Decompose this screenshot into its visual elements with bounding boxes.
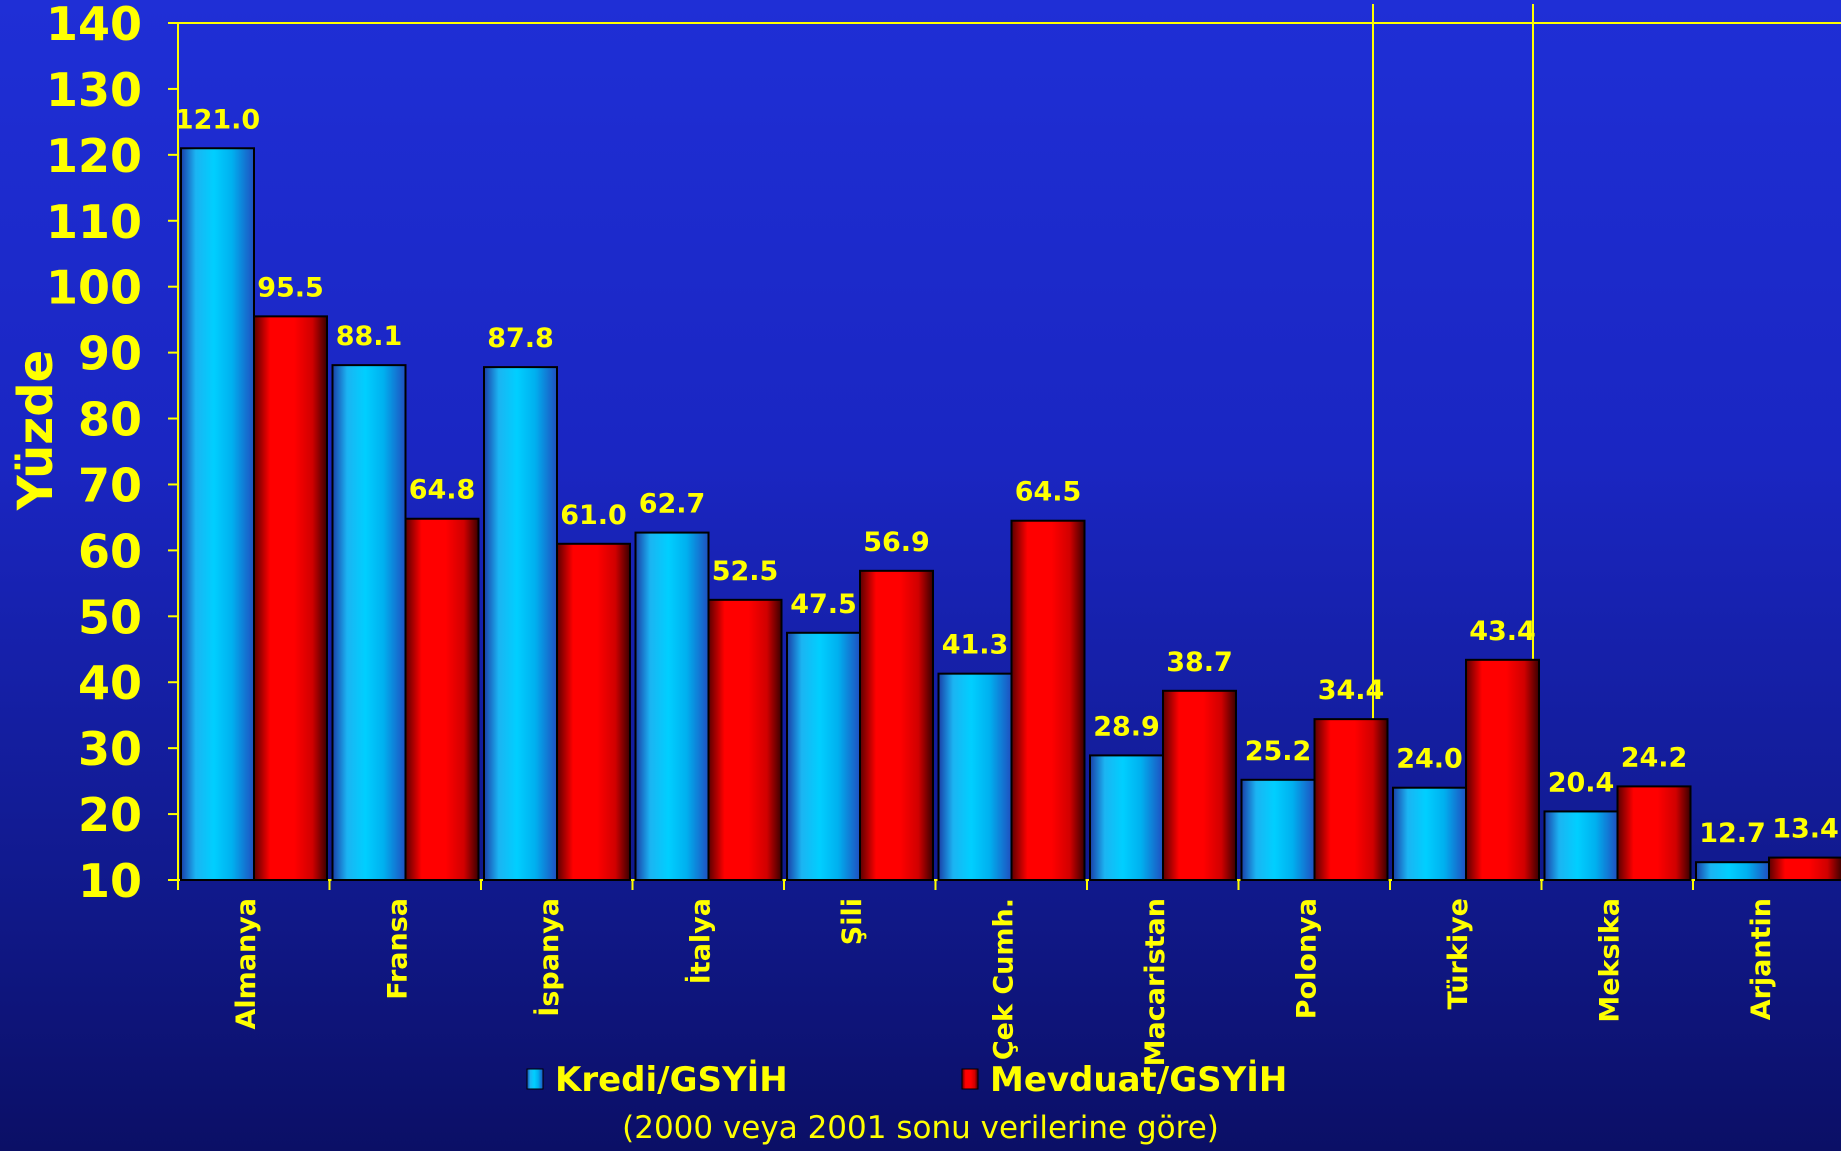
bar-mevduat (1010, 519, 1086, 881)
x-tick-label: Meksika (1595, 898, 1626, 1023)
y-tick-label: 130 (46, 63, 142, 117)
x-tick-label: Arjantin (1746, 898, 1777, 1020)
bar-kredi (1240, 778, 1316, 882)
y-tick-label: 110 (46, 195, 142, 249)
data-label: 87.8 (487, 323, 554, 354)
data-label: 52.5 (712, 556, 779, 587)
data-label: 41.3 (942, 630, 1009, 661)
y-tick-label: 10 (78, 854, 142, 908)
x-tick-label: Şili (837, 898, 868, 945)
data-label: 62.7 (639, 489, 706, 520)
bar-mevduat (1313, 718, 1389, 882)
y-tick-label: 120 (46, 129, 142, 183)
y-tick-label: 60 (78, 524, 142, 578)
x-tick-label: Türkiye (1443, 898, 1474, 1010)
bar-mevduat (707, 598, 783, 881)
data-label: 88.1 (336, 321, 403, 352)
y-axis-title: Yüzde (8, 350, 64, 511)
legend-label-mevduat: Mevduat/GSYİH (990, 1059, 1287, 1100)
bar-mevduat (1616, 785, 1692, 881)
data-label: 24.2 (1621, 742, 1688, 773)
legend-swatch-mevduat (961, 1068, 979, 1090)
data-label: 64.8 (409, 475, 476, 506)
y-tick-label: 40 (78, 656, 142, 710)
bar-mevduat (859, 569, 934, 881)
data-label: 121.0 (175, 104, 260, 135)
y-tick-label: 70 (78, 458, 142, 512)
y-tick-label: 140 (46, 0, 142, 51)
y-tick-label: 90 (78, 327, 142, 381)
x-tick-label: Macaristan (1140, 898, 1171, 1066)
y-tick-label: 100 (46, 261, 142, 315)
bar-kredi (1392, 786, 1467, 882)
data-label: 47.5 (790, 589, 857, 620)
data-label: 20.4 (1548, 767, 1615, 798)
bar-kredi (1543, 810, 1619, 881)
bar-mevduat (253, 315, 328, 882)
legend-label-kredi: Kredi/GSYİH (555, 1059, 788, 1100)
bar-kredi (1089, 754, 1164, 882)
data-label: 43.4 (1469, 616, 1536, 647)
x-tick-label: Çek Cumh. (989, 898, 1020, 1060)
bar-mevduat (1162, 689, 1237, 882)
y-tick-label: 50 (78, 590, 142, 644)
data-label: 24.0 (1396, 744, 1463, 775)
y-tick-label: 20 (78, 788, 142, 842)
x-tick-label: İspanya (533, 898, 565, 1017)
bar-kredi (786, 631, 861, 881)
bar-kredi (180, 147, 255, 881)
legend-swatch-kredi (526, 1068, 544, 1090)
data-label: 12.7 (1699, 818, 1766, 849)
chart-annotation: (2000 veya 2001 sonu verilerine göre) (622, 1110, 1219, 1146)
data-label: 25.2 (1245, 736, 1312, 767)
y-tick-label: 80 (78, 393, 142, 447)
data-label: 34.4 (1318, 675, 1385, 706)
bar-mevduat (404, 517, 480, 881)
bar-kredi (483, 366, 558, 881)
data-label: 13.4 (1772, 814, 1839, 845)
bar-kredi (331, 364, 407, 882)
x-tick-label: Almanya (231, 898, 262, 1030)
bar-kredi (937, 672, 1013, 881)
x-tick-label: Polonya (1292, 898, 1323, 1019)
x-tick-label: İtalya (685, 898, 717, 984)
bar-mevduat (1465, 658, 1540, 881)
data-label: 64.5 (1015, 477, 1082, 508)
data-label: 61.0 (560, 500, 627, 531)
bar-kredi (634, 531, 710, 881)
data-label: 38.7 (1166, 647, 1233, 678)
bar-kredi (1695, 861, 1770, 881)
y-tick-label: 30 (78, 722, 142, 776)
x-tick-label: Fransa (383, 898, 414, 1000)
data-label: 95.5 (257, 272, 324, 303)
data-label: 56.9 (863, 527, 930, 558)
bar-mevduat (556, 542, 631, 881)
data-label: 28.9 (1093, 711, 1160, 742)
bar-mevduat (1768, 856, 1841, 882)
